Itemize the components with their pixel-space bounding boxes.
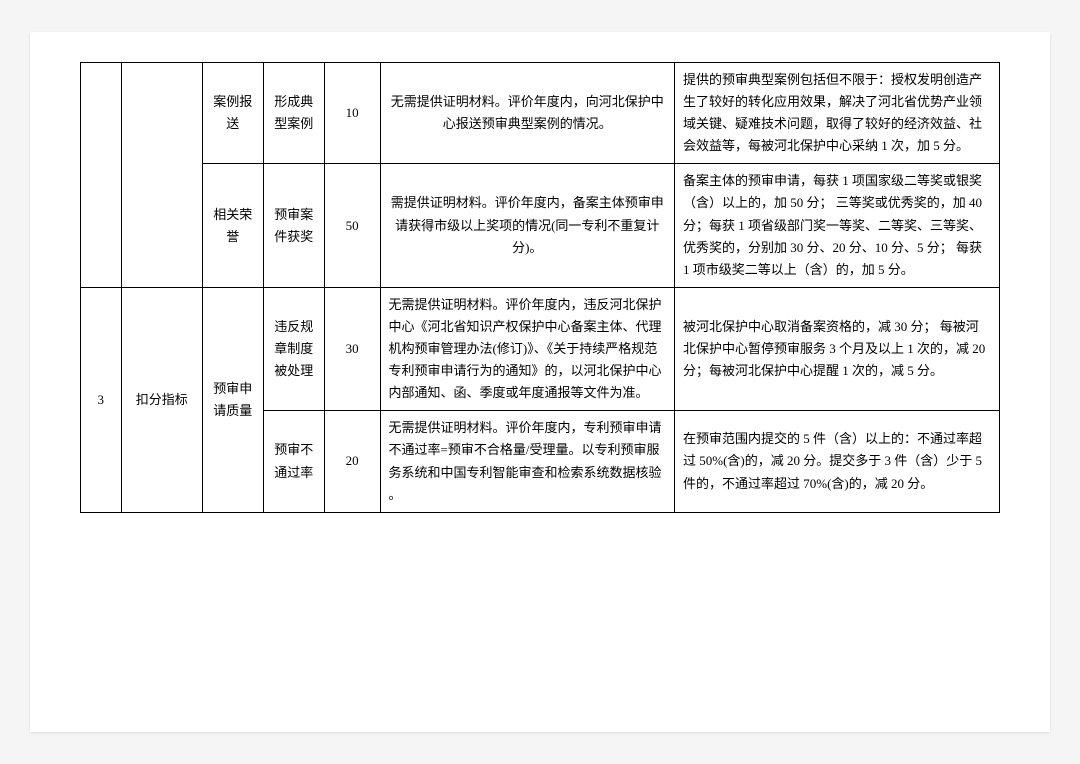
cell-rule: 被河北保护中心取消备案资格的，减 30 分； 每被河北保护中心暂停预审服务 3 … — [675, 287, 1000, 410]
cell-num-empty — [81, 63, 122, 288]
cell-desc: 需提供证明材料。评价年度内，备案主体预审申请获得市级以上奖项的情况(同一专利不重… — [380, 164, 674, 287]
cell-category-empty — [121, 63, 202, 288]
cell-desc: 无需提供证明材料。评价年度内，向河北保护中心报送预审典型案例的情况。 — [380, 63, 674, 164]
scoring-table: 案例报送 形成典型案例 10 无需提供证明材料。评价年度内，向河北保护中心报送预… — [80, 62, 1000, 513]
cell-subcat: 预审申请质量 — [202, 287, 263, 512]
cell-subcat: 案例报送 — [202, 63, 263, 164]
cell-rule: 提供的预审典型案例包括但不限于：授权发明创造产生了较好的转化应用效果，解决了河北… — [675, 63, 1000, 164]
document-page: 案例报送 形成典型案例 10 无需提供证明材料。评价年度内，向河北保护中心报送预… — [30, 32, 1050, 732]
cell-score: 20 — [324, 411, 380, 512]
cell-num: 3 — [81, 287, 122, 512]
cell-score: 50 — [324, 164, 380, 287]
table-row: 案例报送 形成典型案例 10 无需提供证明材料。评价年度内，向河北保护中心报送预… — [81, 63, 1000, 164]
cell-subcat: 相关荣誉 — [202, 164, 263, 287]
table-row: 相关荣誉 预审案件获奖 50 需提供证明材料。评价年度内，备案主体预审申请获得市… — [81, 164, 1000, 287]
cell-score: 30 — [324, 287, 380, 410]
cell-rule: 在预审范围内提交的 5 件（含）以上的：不通过率超过 50%(含)的，减 20 … — [675, 411, 1000, 512]
cell-category: 扣分指标 — [121, 287, 202, 512]
cell-rule: 备案主体的预审申请，每获 1 项国家级二等奖或银奖（含）以上的，加 50 分； … — [675, 164, 1000, 287]
cell-desc: 无需提供证明材料。评价年度内，专利预审申请不通过率=预审不合格量/受理量。以专利… — [380, 411, 674, 512]
cell-item: 预审案件获奖 — [263, 164, 324, 287]
table-row: 3 扣分指标 预审申请质量 违反规章制度被处理 30 无需提供证明材料。评价年度… — [81, 287, 1000, 410]
cell-desc: 无需提供证明材料。评价年度内，违反河北保护中心《河北省知识产权保护中心备案主体、… — [380, 287, 674, 410]
cell-item: 预审不通过率 — [263, 411, 324, 512]
cell-score: 10 — [324, 63, 380, 164]
cell-item: 违反规章制度被处理 — [263, 287, 324, 410]
cell-item: 形成典型案例 — [263, 63, 324, 164]
